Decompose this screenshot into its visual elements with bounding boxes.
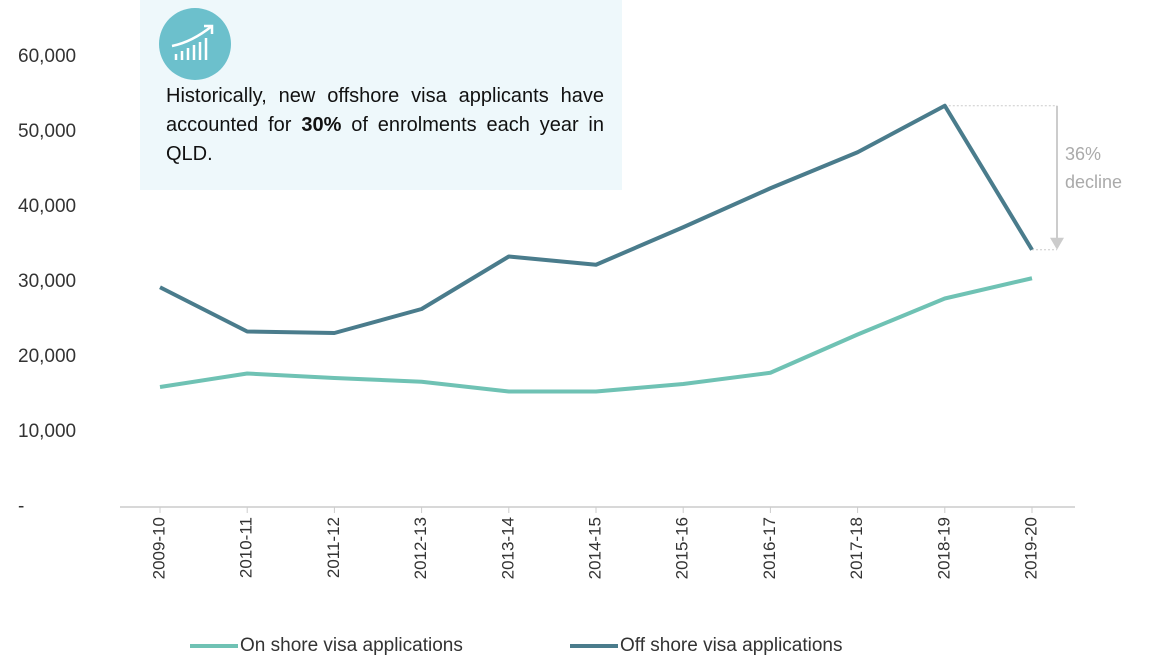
y-tick-label: - bbox=[18, 496, 24, 517]
x-tick-label: 2010-11 bbox=[237, 517, 256, 578]
x-tick-label: 2009-10 bbox=[149, 517, 168, 579]
x-tick-label: 2011-12 bbox=[324, 517, 343, 578]
y-tick-label: 40,000 bbox=[18, 196, 76, 217]
decline-label: 36% decline bbox=[1065, 144, 1123, 192]
annotation: Historically, new offshore visa applican… bbox=[166, 82, 604, 169]
annotation-text: Historically, new offshore visa applican… bbox=[166, 85, 604, 136]
x-tick-label: 2012-13 bbox=[411, 517, 430, 579]
y-tick-label: 60,000 bbox=[18, 46, 76, 67]
legend-label: On shore visa applications bbox=[240, 635, 463, 656]
x-tick-label: 2017-18 bbox=[847, 517, 866, 579]
x-tick-label: 2014-15 bbox=[585, 517, 604, 579]
y-tick-label: 50,000 bbox=[18, 121, 76, 142]
y-tick-label: 20,000 bbox=[18, 346, 76, 367]
x-tick-label: 2013-14 bbox=[498, 517, 517, 579]
arrow-head bbox=[1050, 237, 1064, 250]
series-line bbox=[159, 276, 1033, 394]
icon-glyph bbox=[171, 24, 214, 60]
annotation-text: of enrolments each year in QLD. bbox=[166, 114, 605, 165]
x-tick-label: 2018-19 bbox=[934, 517, 953, 579]
legend-label: Off shore visa applications bbox=[620, 635, 843, 656]
x-tick-label: 2019-20 bbox=[1021, 517, 1040, 579]
icon bbox=[159, 8, 231, 80]
annotation-bold: 30% bbox=[301, 114, 342, 136]
x-tick-label: 2016-17 bbox=[760, 517, 779, 579]
x-tick-label: 2015-16 bbox=[673, 517, 692, 579]
series-line bbox=[159, 103, 1034, 335]
y-tick-label: 30,000 bbox=[18, 271, 76, 292]
y-tick-label: 10,000 bbox=[18, 421, 76, 442]
